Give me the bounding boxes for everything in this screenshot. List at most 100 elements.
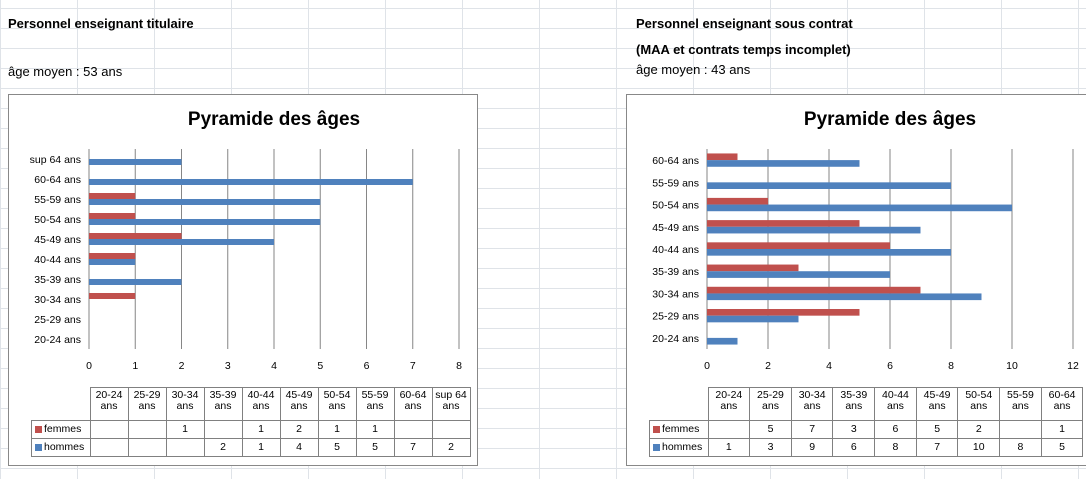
table-header-cell: 55-59 ans <box>999 387 1042 421</box>
table-header-cell: 20-24 ans <box>707 387 751 421</box>
table-value-femmes: 1 <box>165 420 205 439</box>
table-header-cell: 25-29 ans <box>749 387 792 421</box>
table-value-hommes: 4 <box>279 438 319 457</box>
table-header-cell: 20-24 ans <box>89 387 129 421</box>
table-value-hommes: 8 <box>874 438 917 457</box>
y-category-label: 25-29 ans <box>34 314 81 326</box>
bar-femmes <box>707 220 860 227</box>
table-header-cell: 40-44 ans <box>874 387 917 421</box>
table-legend-hommes: hommes <box>31 438 91 457</box>
right-chart-plot: Pyramide des âges 0 2 4 6 8 10 12 20-24 ans 25-29… <box>652 109 1079 372</box>
table-value-hommes <box>165 438 205 457</box>
y-category-label: 60-64 ans <box>34 174 81 186</box>
x-tick-label: 8 <box>456 360 462 372</box>
right-data-table: 20-24 ans 25-29 ans 30-34 ans 35-39 ans 40-4… <box>649 387 1084 457</box>
bar-hommes <box>89 199 321 205</box>
bar-hommes <box>707 271 890 278</box>
table-header-cell: 30-34 ans <box>790 387 834 421</box>
table-value-femmes: 1 <box>355 420 395 439</box>
x-tick-label: 10 <box>1006 360 1018 372</box>
table-legend-hommes: hommes <box>649 438 709 457</box>
table-value-femmes: 3 <box>832 420 876 439</box>
right-subheading: (MAA et contrats temps incomplet) <box>636 42 851 57</box>
x-tick-label: 7 <box>410 360 416 372</box>
table-legend-femmes: femmes <box>649 420 709 439</box>
table-value-femmes <box>89 420 129 439</box>
bar-hommes <box>707 226 921 234</box>
y-category-label: 20-24 ans <box>34 334 81 346</box>
bar-hommes <box>707 204 1012 212</box>
bar-femmes <box>707 242 890 249</box>
table-header-cell: 50-54 ans <box>957 387 1001 421</box>
table-value-femmes <box>999 420 1042 439</box>
x-tick-label: 2 <box>179 360 185 372</box>
table-value-hommes: 3 <box>749 438 792 457</box>
table-value-hommes: 2 <box>431 438 471 457</box>
bar-hommes <box>707 249 951 256</box>
x-tick-label: 12 <box>1067 360 1079 372</box>
bar-femmes <box>707 286 921 294</box>
left-avg-age: âge moyen : 53 ans <box>8 64 123 79</box>
table-value-hommes: 10 <box>957 438 1001 457</box>
left-data-table: 20-24 ans 25-29 ans 30-34 ans 35-39 ans 40-4… <box>31 387 471 457</box>
table-header-cell: 45-49 ans <box>915 387 959 421</box>
right-chart[interactable]: Pyramide des âges 0 2 4 6 8 10 12 20-24 ans 25-29… <box>626 94 1086 466</box>
table-value-hommes: 5 <box>355 438 395 457</box>
legend-swatch-hommes <box>35 443 42 451</box>
bar-hommes <box>89 259 136 265</box>
y-category-label: 30-34 ans <box>34 294 81 306</box>
table-value-femmes: 1 <box>1040 420 1084 439</box>
table-value-femmes <box>431 420 471 439</box>
left-chart-plot: Pyramide des âges 0 1 2 3 4 5 6 7 8 20-24 ans 25-29… <box>30 109 462 372</box>
table-value-hommes <box>89 438 129 457</box>
table-value-femmes: 5 <box>915 420 959 439</box>
right-heading: Personnel enseignant sous contrat <box>636 16 853 31</box>
table-value-hommes: 2 <box>203 438 243 457</box>
table-value-hommes: 9 <box>790 438 834 457</box>
bar-hommes <box>707 293 982 301</box>
bar-femmes <box>89 253 136 259</box>
bar-hommes <box>89 179 413 185</box>
legend-swatch-hommes <box>653 443 660 451</box>
bar-femmes <box>89 193 136 199</box>
y-category-label: 45-49 ans <box>34 234 81 246</box>
table-value-hommes: 6 <box>832 438 876 457</box>
table-value-femmes: 6 <box>874 420 917 439</box>
table-header-cell: 60-64 ans <box>393 387 433 421</box>
table-value-femmes <box>707 420 751 439</box>
y-category-label: 45-49 ans <box>652 222 699 234</box>
x-tick-label: 4 <box>271 360 277 372</box>
table-header-cell: 35-39 ans <box>832 387 876 421</box>
table-value-femmes: 1 <box>317 420 357 439</box>
x-tick-label: 0 <box>86 360 92 372</box>
legend-label-femmes: femmes <box>44 423 82 435</box>
legend-swatch-femmes <box>35 425 42 433</box>
table-header-cell: 60-64 ans <box>1040 387 1084 421</box>
table-legend-femmes: femmes <box>31 420 91 439</box>
x-tick-label: 4 <box>826 360 832 372</box>
table-value-femmes <box>127 420 167 439</box>
bar-femmes <box>89 293 136 299</box>
legend-swatch-femmes <box>653 425 660 433</box>
bar-hommes <box>707 182 951 189</box>
table-value-hommes: 1 <box>241 438 281 457</box>
y-category-label: 30-34 ans <box>652 288 699 300</box>
left-heading: Personnel enseignant titulaire <box>8 16 194 31</box>
x-tick-label: 6 <box>887 360 893 372</box>
bar-hommes <box>707 337 738 345</box>
legend-label-hommes: hommes <box>662 441 703 453</box>
table-value-femmes: 7 <box>790 420 834 439</box>
bar-femmes <box>89 233 182 239</box>
bar-hommes <box>89 219 321 225</box>
table-value-femmes: 1 <box>241 420 281 439</box>
table-value-hommes: 8 <box>999 438 1042 457</box>
y-category-label: 60-64 ans <box>652 155 699 167</box>
bar-hommes <box>89 159 182 165</box>
table-value-hommes <box>127 438 167 457</box>
y-category-label: 40-44 ans <box>652 244 699 256</box>
bar-femmes <box>707 309 860 316</box>
right-avg-age: âge moyen : 43 ans <box>636 62 751 77</box>
left-chart[interactable]: Pyramide des âges 0 1 2 3 4 5 6 7 8 20-24 ans 25-29… <box>8 94 478 466</box>
bar-femmes <box>89 213 136 219</box>
bar-femmes <box>707 264 799 272</box>
